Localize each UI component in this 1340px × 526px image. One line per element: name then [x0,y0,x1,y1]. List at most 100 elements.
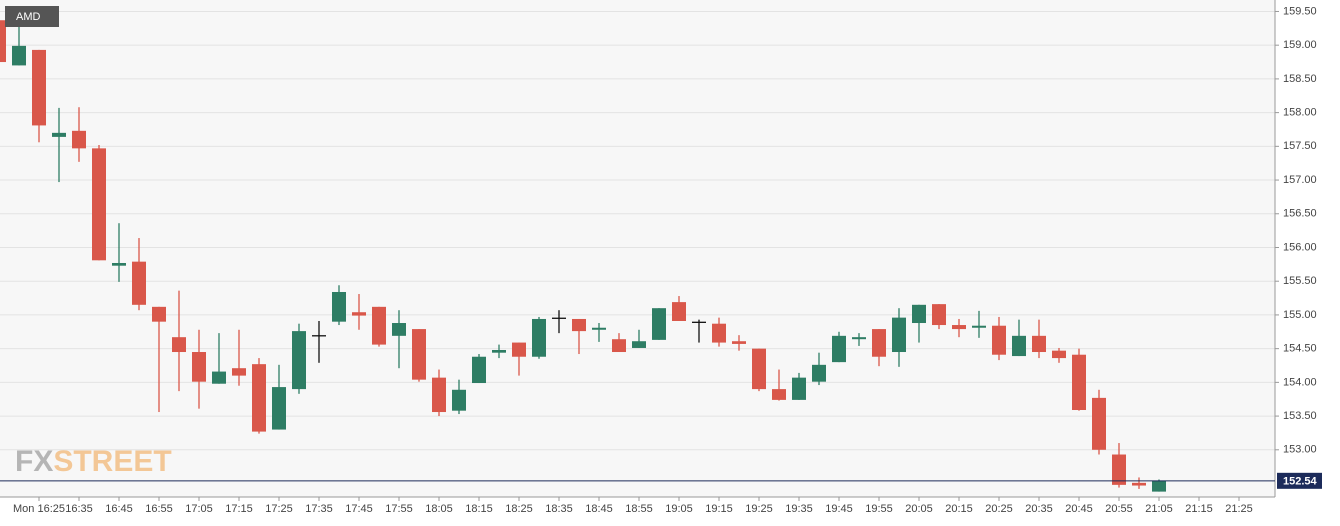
x-tick-label: 18:45 [585,503,613,515]
x-tick-label: 20:05 [905,503,933,515]
candle-body [72,130,86,149]
y-tick-label: 155.50 [1283,275,1317,287]
candle-body [372,306,386,345]
y-tick-label: 159.00 [1283,39,1317,51]
candle-body [332,291,346,322]
candle-body [1132,482,1146,486]
watermark: FXSTREET [15,445,172,478]
x-tick-label: 17:25 [265,503,293,515]
candle-body [92,148,106,261]
last-price-label: 152.54 [1283,476,1318,488]
candle-body [1052,350,1066,359]
watermark-street: STREET [53,445,171,478]
candle-body [412,329,426,380]
y-tick-label: 157.50 [1283,140,1317,152]
candle-body [52,132,66,137]
x-tick-label: 20:25 [985,503,1013,515]
y-tick-label: 153.50 [1283,410,1317,422]
candle-body [672,302,686,321]
x-tick-label: 19:25 [745,503,773,515]
candle-body [292,331,306,390]
x-tick-label: 17:35 [305,503,333,515]
candle-body [472,356,486,384]
y-tick-label: 156.00 [1283,241,1317,253]
candle-body [692,321,706,323]
candle-body [132,261,146,305]
x-tick-label: 18:55 [625,503,653,515]
ticker: AMD [16,11,41,23]
x-tick-label: 18:25 [505,503,533,515]
x-tick-label: 20:35 [1025,503,1053,515]
candle-body [932,304,946,326]
candle-body [272,387,286,430]
x-tick-label: 20:15 [945,503,973,515]
x-tick-label: 21:05 [1145,503,1173,515]
candle-body [1012,335,1026,357]
candle-body [612,339,626,353]
grid [0,10,1275,451]
candle-body [912,304,926,324]
candle-body [512,342,526,357]
candle-body [112,262,126,266]
candle-body [552,317,566,319]
candle-body [1112,454,1126,485]
x-tick-label: 19:45 [825,503,853,515]
candle-body [652,308,666,340]
candle-body [452,389,466,411]
candle-body [432,377,446,413]
y-tick-label: 154.00 [1283,376,1317,388]
candle-body [212,371,226,384]
x-tick-label: 18:15 [465,503,493,515]
x-tick-label: 18:05 [425,503,453,515]
x-tick-label: 19:55 [865,503,893,515]
candle-body [812,364,826,382]
candle-body [12,45,26,66]
candle-body [592,327,606,330]
x-tick-label: 21:25 [1225,503,1253,515]
candle-body [152,306,166,322]
x-tick-label: 17:55 [385,503,413,515]
candle-body [352,312,366,316]
candle-body [392,323,406,336]
candle-body [952,325,966,330]
y-tick-label: 159.50 [1283,5,1317,17]
y-tick-label: 156.50 [1283,208,1317,220]
ticker-box [5,6,59,27]
candle-body [1032,335,1046,353]
y-tick-label: 153.00 [1283,444,1317,456]
y-tick-label: 158.50 [1283,73,1317,85]
x-tick-label: Mon 16:25 [13,503,65,515]
x-tick-label: 17:45 [345,503,373,515]
x-tick-label: 16:35 [65,503,93,515]
last-price-box [1277,472,1322,489]
candle-body [992,325,1006,355]
candle-body [792,377,806,400]
candle-body [712,323,726,343]
y-tick-label: 155.00 [1283,309,1317,321]
candle-body [232,368,246,376]
candle-body [892,317,906,353]
candle-body [192,352,206,382]
candle-body [0,20,6,63]
x-tick-label: 20:55 [1105,503,1133,515]
candle-body [1152,480,1166,492]
x-tick-label: 16:55 [145,503,173,515]
candle-body [1072,354,1086,411]
candle-body [872,329,886,357]
x-tick-label: 16:45 [105,503,133,515]
x-tick-label: 17:05 [185,503,213,515]
candle-body [632,341,646,348]
candle-body [1092,397,1106,450]
candle-body [852,337,866,340]
x-tick-label: 17:15 [225,503,253,515]
x-tick-label: 19:15 [705,503,733,515]
candle-body [252,364,266,432]
candle-body [772,389,786,400]
candle-body [732,341,746,344]
x-tick-label: 19:35 [785,503,813,515]
y-tick-label: 154.50 [1283,343,1317,355]
candle-body [972,325,986,328]
x-tick-label: 21:15 [1185,503,1213,515]
candles [0,20,1166,492]
